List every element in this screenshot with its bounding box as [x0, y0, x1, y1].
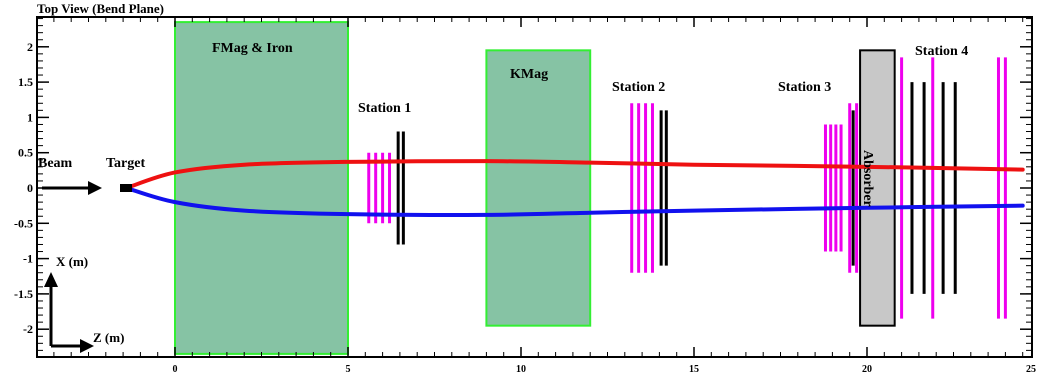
y-tick-label: -2 — [23, 322, 33, 336]
axis-arrows — [44, 272, 94, 353]
fmag-block — [174, 21, 349, 355]
ticks-layer: 2 1.5 1 0.5 0 -0.5 -1 -1.5 -2 0 5 10 15 20 25 — [14, 17, 1036, 375]
x-tick-label: 10 — [516, 364, 526, 375]
x-tick-label: 20 — [862, 364, 872, 375]
plot-frame — [36, 16, 1033, 358]
y-tick-label: 0.5 — [18, 146, 33, 160]
beam-arrow — [42, 181, 102, 195]
station3-label: Station 3 — [778, 80, 831, 95]
absorber-label: Absorber — [860, 150, 875, 207]
kmag-block — [485, 49, 592, 327]
y-tick-label: 2 — [27, 40, 33, 54]
y-tick-label: -1.5 — [14, 287, 33, 301]
y-tick-label: 1 — [27, 110, 33, 124]
absorber-block — [859, 49, 896, 327]
station4-label: Station 4 — [915, 44, 968, 59]
beam-label: Beam — [38, 156, 73, 171]
kmag-label: KMag — [510, 67, 548, 82]
fmag-label: FMag & Iron — [212, 41, 293, 56]
target-label: Target — [106, 156, 145, 171]
station1-label: Station 1 — [358, 101, 411, 116]
x-tick-label: 5 — [346, 364, 351, 375]
tracks-layer — [124, 159, 1025, 217]
station2-label: Station 2 — [612, 80, 665, 95]
track-positive — [124, 159, 1025, 190]
x-tick-label: 25 — [1026, 364, 1036, 375]
x-tick-label: 0 — [173, 364, 178, 375]
y-tick-label: -1 — [23, 252, 33, 266]
y-axis-label: X (m) — [56, 254, 88, 269]
y-tick-label: -0.5 — [14, 216, 33, 230]
y-tick-label: 1.5 — [18, 75, 33, 89]
magnets-layer — [174, 21, 896, 355]
chart-title: Top View (Bend Plane) — [37, 1, 164, 16]
track-negative — [124, 186, 1025, 217]
y-tick-label: 0 — [27, 181, 33, 195]
detectors-layer — [367, 57, 1007, 319]
target-block — [120, 184, 132, 192]
x-axis-label: Z (m) — [93, 330, 124, 345]
x-tick-label: 15 — [689, 364, 699, 375]
